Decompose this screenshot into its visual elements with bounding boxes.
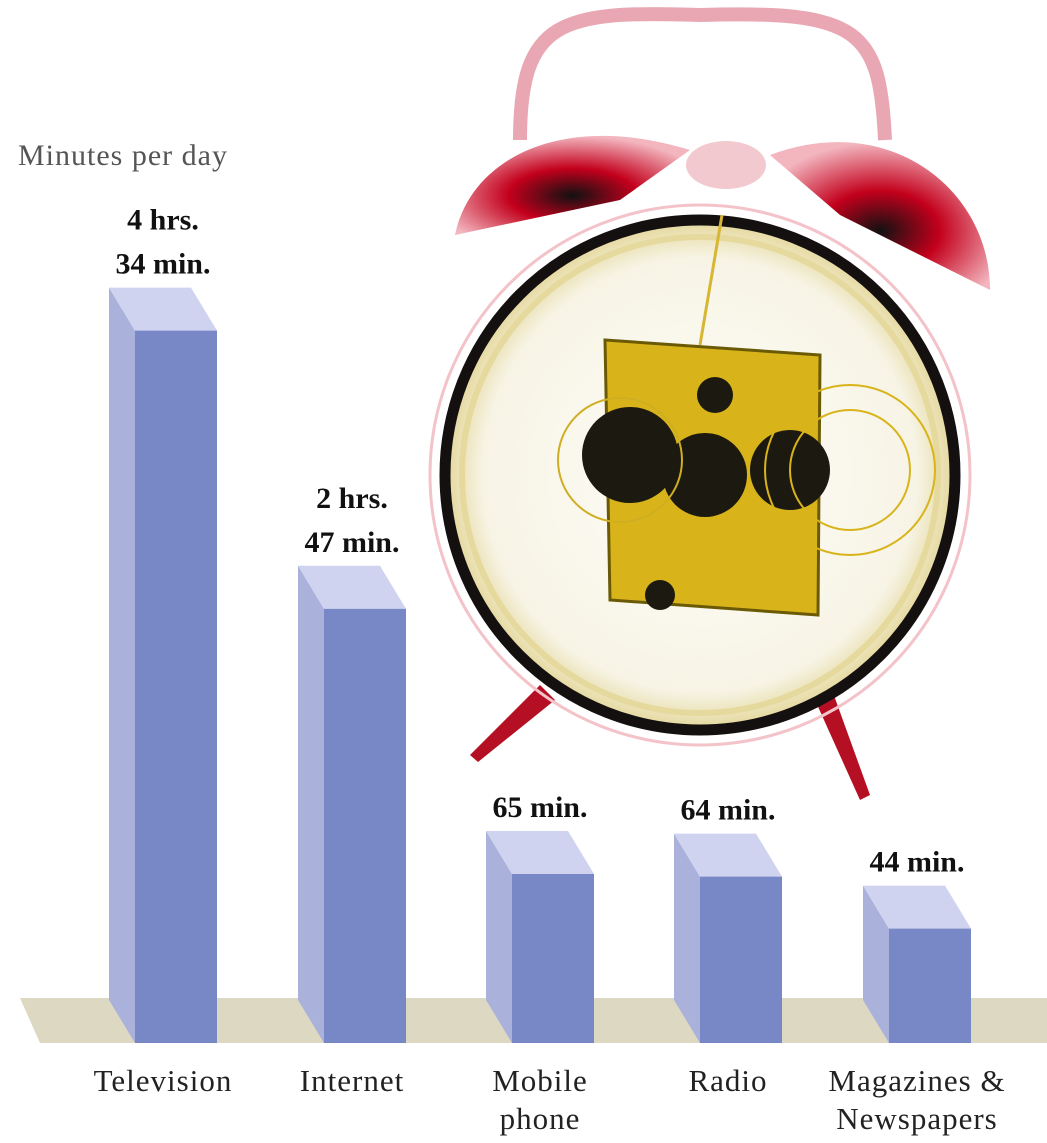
- value-label: 65 min.: [492, 791, 587, 824]
- x-tick-label: Television: [93, 1063, 233, 1098]
- x-tick-label: Magazines & Newspapers: [828, 1063, 1006, 1136]
- bar-top: [863, 885, 971, 929]
- bar: [135, 330, 217, 1044]
- value-label: 44 min.: [869, 846, 964, 879]
- alarm-clock-illustration: [428, 7, 990, 800]
- bar: [700, 876, 782, 1043]
- bar: [512, 874, 594, 1043]
- value-label: 47 min.: [304, 526, 399, 559]
- bar-side: [109, 287, 135, 1044]
- value-label: 2 hrs.: [316, 482, 388, 515]
- bar-side: [674, 833, 700, 1043]
- bar-top: [486, 831, 594, 874]
- bar-side: [486, 831, 512, 1043]
- bar: [324, 608, 406, 1043]
- bar-side: [298, 565, 324, 1043]
- value-label: 4 hrs.: [127, 204, 199, 237]
- value-label: 34 min.: [115, 248, 210, 281]
- x-tick-label: Mobile phone: [492, 1063, 588, 1136]
- bar-top: [298, 565, 406, 609]
- subtitle: Minutes per day: [18, 139, 228, 172]
- x-tick-label: Internet: [299, 1063, 405, 1098]
- value-label: 64 min.: [680, 794, 775, 827]
- bar-top: [109, 287, 217, 331]
- bar: [889, 928, 971, 1043]
- bar-side: [863, 885, 889, 1043]
- x-tick-label: Radio: [688, 1063, 768, 1098]
- bar-top: [674, 833, 782, 877]
